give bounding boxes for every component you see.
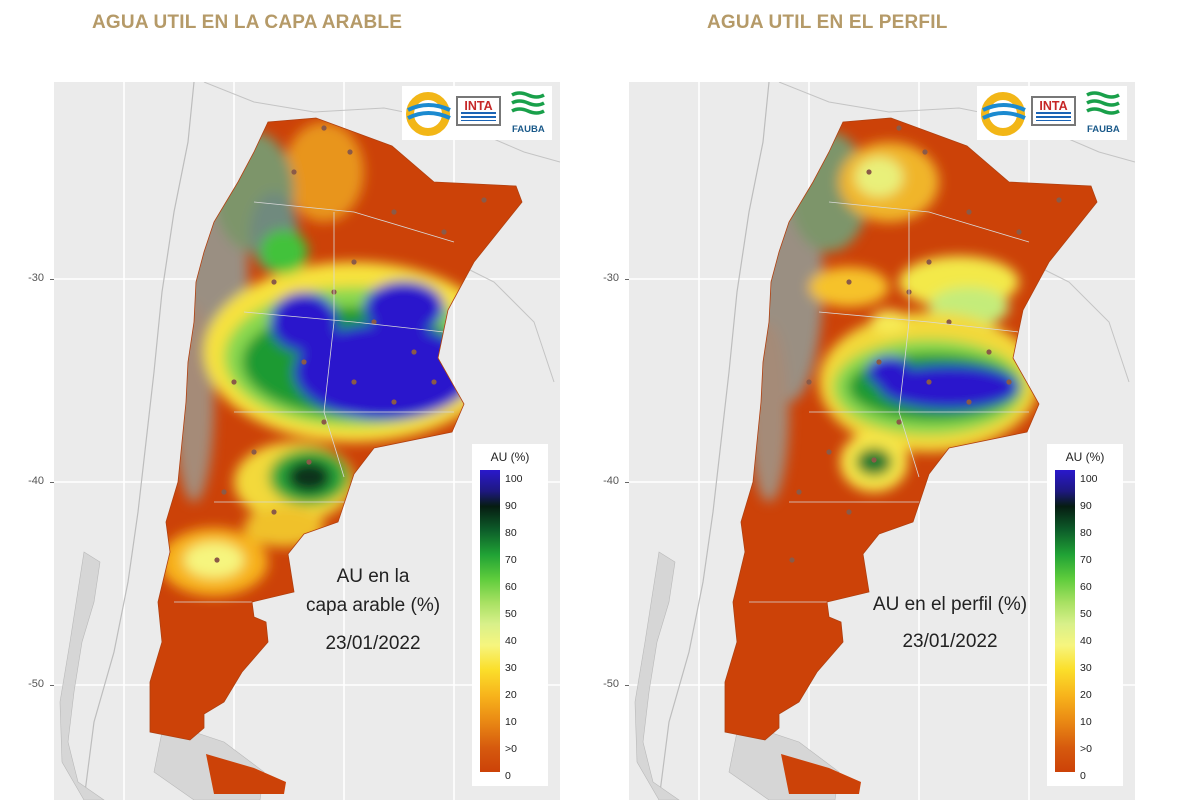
left-map-panel: -30 -40 -50: [28, 82, 560, 800]
y-tick-label: -40: [603, 475, 619, 487]
legend-label: 100: [505, 473, 523, 485]
fauba-waves-icon: [1086, 91, 1120, 115]
weather-stations: [201, 125, 487, 563]
legend-label: 60: [505, 581, 517, 593]
annotation-date: 23/01/2022: [902, 631, 998, 653]
inta-logo: INTA: [1031, 96, 1076, 126]
inta-logo-text: INTA: [464, 99, 493, 113]
legend-title: AU (%): [490, 450, 530, 464]
tierra-del-fuego: [781, 754, 861, 794]
legend-label: 80: [505, 527, 517, 539]
y-tick-label: -50: [603, 678, 619, 690]
weather-stations: [776, 125, 1062, 563]
chile-border: [83, 82, 195, 800]
legend-label: 100: [1080, 473, 1098, 485]
northern-borders: [778, 82, 1135, 163]
legend-label: 10: [1080, 716, 1092, 728]
legend-label: 90: [505, 500, 517, 512]
left-map-plot: INTA FAUBA AU en la capa arable (%) 23/0…: [54, 82, 560, 800]
logo-strip: INTA FAUBA: [402, 86, 552, 140]
legend-label: 70: [505, 554, 517, 566]
legend-label: 40: [1080, 635, 1092, 647]
legend-label: 20: [505, 689, 517, 701]
right-map-panel: -30 -40 -50: [603, 82, 1135, 800]
y-tick-label: -40: [28, 475, 44, 487]
legend-label: 70: [1080, 554, 1092, 566]
y-tick-mark: [625, 279, 629, 280]
left-map-annotation: AU en la capa arable (%) 23/01/2022: [288, 562, 458, 658]
inta-logo-text: INTA: [1039, 99, 1068, 113]
legend-label: 30: [505, 662, 517, 674]
inta-lines-icon: [1036, 112, 1071, 121]
legend-color-bar: [1055, 470, 1075, 772]
annotation-line: AU en el perfil (%): [872, 594, 1028, 615]
logo-strip: INTA FAUBA: [977, 86, 1127, 140]
annotation-line: AU en la: [336, 566, 410, 587]
legend-label: 50: [505, 608, 517, 620]
legend-label: 30: [1080, 662, 1092, 674]
inta-logo: INTA: [456, 96, 501, 126]
fauba-logo-text: FAUBA: [512, 124, 545, 135]
institute-logo-icon: [981, 92, 1026, 136]
left-map-title: AGUA UTIL EN LA CAPA ARABLE: [92, 12, 403, 33]
legend-label: 40: [505, 635, 517, 647]
legend-label: >0: [1080, 743, 1092, 755]
legend-label: 0: [1080, 770, 1086, 782]
left-color-legend: AU (%) 100 90 80 70 60 50 40 30 20 10 >0…: [472, 444, 548, 786]
y-tick-mark: [625, 685, 629, 686]
fauba-waves-icon: [511, 91, 545, 115]
y-tick-label: -30: [28, 272, 44, 284]
northern-borders: [203, 82, 560, 163]
y-tick-mark: [50, 482, 54, 483]
right-map-annotation: AU en el perfil (%) 23/01/2022: [855, 590, 1045, 657]
uruguay-border: [1028, 261, 1130, 383]
legend-color-bar: [480, 470, 500, 772]
right-color-legend: AU (%) 100 90 80 70 60 50 40 30 20 10 >0…: [1047, 444, 1123, 786]
legend-label: 10: [505, 716, 517, 728]
legend-label: 50: [1080, 608, 1092, 620]
right-moisture-map: [629, 82, 1135, 800]
left-moisture-map: [54, 82, 560, 800]
legend-label: >0: [505, 743, 517, 755]
y-tick-label: -30: [603, 272, 619, 284]
annotation-date: 23/01/2022: [325, 632, 421, 654]
legend-label: 90: [1080, 500, 1092, 512]
fauba-logo-text: FAUBA: [1087, 124, 1120, 135]
legend-label: 20: [1080, 689, 1092, 701]
legend-label: 80: [1080, 527, 1092, 539]
y-tick-label: -50: [28, 678, 44, 690]
tierra-del-fuego: [206, 754, 286, 794]
uruguay-border: [453, 261, 555, 383]
legend-title: AU (%): [1065, 450, 1105, 464]
annotation-line: capa arable (%): [305, 595, 441, 617]
right-map-title: AGUA UTIL EN EL PERFIL: [707, 12, 948, 33]
argentina-outline: [724, 117, 1098, 741]
institute-logo-icon: [406, 92, 451, 136]
argentina-outline: [149, 117, 523, 741]
right-map-plot: INTA FAUBA AU en el perfil (%) 23/01/202…: [629, 82, 1135, 800]
legend-label: 0: [505, 770, 511, 782]
y-tick-mark: [625, 482, 629, 483]
y-tick-mark: [50, 279, 54, 280]
legend-label: 60: [1080, 581, 1092, 593]
inta-lines-icon: [461, 112, 496, 121]
y-tick-mark: [50, 685, 54, 686]
chile-border: [658, 82, 770, 800]
